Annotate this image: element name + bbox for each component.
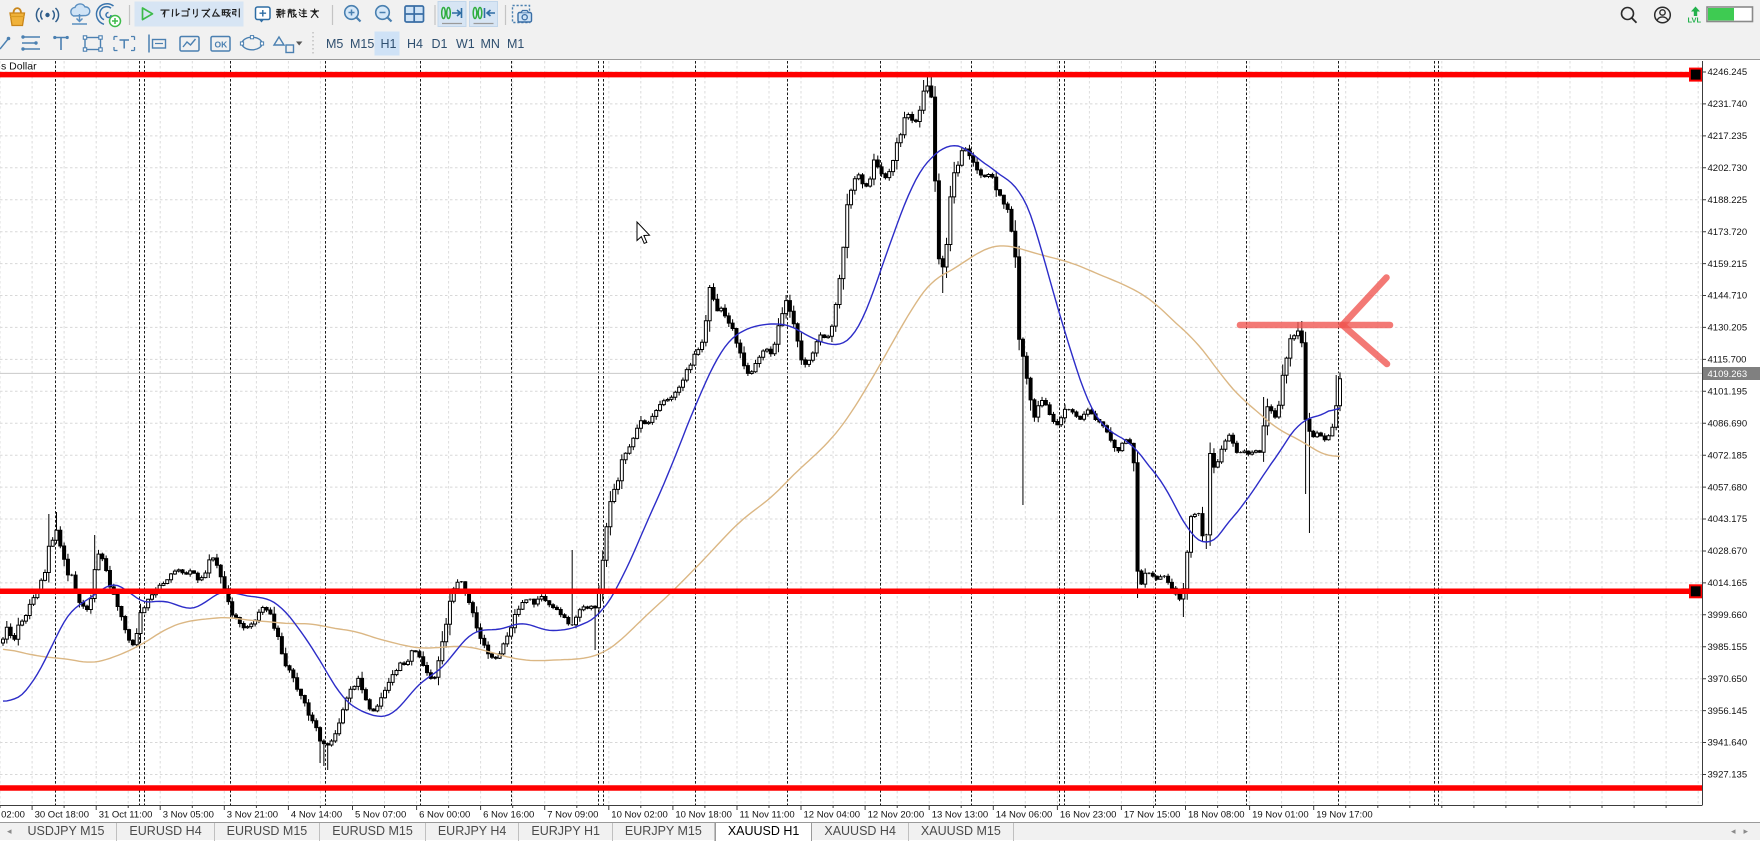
svg-text:13 Nov 13:00: 13 Nov 13:00: [932, 810, 989, 821]
svg-text:18 Nov 08:00: 18 Nov 08:00: [1188, 810, 1245, 821]
svg-text:4202.730: 4202.730: [1708, 163, 1748, 174]
svg-text:6 Nov 16:00: 6 Nov 16:00: [483, 810, 534, 821]
svg-text:4115.700: 4115.700: [1708, 355, 1747, 366]
svg-text:19 Nov 01:00: 19 Nov 01:00: [1252, 810, 1309, 821]
svg-text:4144.710: 4144.710: [1708, 291, 1748, 302]
svg-text:17 Nov 15:00: 17 Nov 15:00: [1124, 810, 1181, 821]
svg-text:4246.245: 4246.245: [1708, 67, 1748, 78]
svg-text:3956.145: 3956.145: [1708, 706, 1748, 717]
svg-text:14 Nov 06:00: 14 Nov 06:00: [996, 810, 1053, 821]
svg-text:4173.720: 4173.720: [1708, 227, 1748, 238]
svg-text:M5: M5: [326, 37, 343, 51]
svg-text:4109.263: 4109.263: [1708, 369, 1748, 380]
svg-text:5 Nov 07:00: 5 Nov 07:00: [355, 810, 406, 821]
svg-text:3927.135: 3927.135: [1708, 770, 1748, 781]
svg-text:10 Nov 02:00: 10 Nov 02:00: [611, 810, 668, 821]
svg-text:4 Nov 14:00: 4 Nov 14:00: [291, 810, 342, 821]
svg-text:OK: OK: [215, 40, 229, 50]
svg-text:12 Nov 04:00: 12 Nov 04:00: [804, 810, 861, 821]
svg-text:10 Nov 18:00: 10 Nov 18:00: [675, 810, 732, 821]
svg-text:4231.740: 4231.740: [1708, 99, 1748, 110]
svg-text:19 Nov 17:00: 19 Nov 17:00: [1316, 810, 1373, 821]
svg-text:4130.205: 4130.205: [1708, 323, 1748, 334]
svg-text:7 Nov 09:00: 7 Nov 09:00: [547, 810, 598, 821]
svg-text:M1: M1: [507, 37, 524, 51]
svg-text:12 Nov 20:00: 12 Nov 20:00: [868, 810, 925, 821]
svg-text:4086.690: 4086.690: [1708, 418, 1748, 429]
svg-text:6 Nov 00:00: 6 Nov 00:00: [419, 810, 470, 821]
svg-text:W1: W1: [456, 37, 475, 51]
svg-text:3 Nov 05:00: 3 Nov 05:00: [163, 810, 214, 821]
svg-text:16 Nov 23:00: 16 Nov 23:00: [1060, 810, 1117, 821]
svg-text:3941.640: 3941.640: [1708, 738, 1748, 749]
svg-text:LVL: LVL: [1688, 16, 1702, 25]
svg-text:3970.650: 3970.650: [1708, 674, 1748, 685]
svg-text:4159.215: 4159.215: [1708, 259, 1748, 270]
svg-text:29 Oct 02:00: 29 Oct 02:00: [0, 810, 25, 821]
svg-text:11 Nov 11:00: 11 Nov 11:00: [740, 810, 795, 821]
svg-text:H1: H1: [381, 37, 397, 51]
svg-text:4188.225: 4188.225: [1708, 195, 1748, 206]
svg-text:4043.175: 4043.175: [1708, 514, 1748, 525]
svg-text:3 Nov 21:00: 3 Nov 21:00: [227, 810, 278, 821]
svg-text:3985.155: 3985.155: [1708, 642, 1748, 653]
svg-text:D1: D1: [432, 37, 448, 51]
svg-text:4014.165: 4014.165: [1708, 578, 1748, 589]
svg-text:4028.670: 4028.670: [1708, 546, 1748, 557]
svg-text:4057.680: 4057.680: [1708, 482, 1748, 493]
svg-text:s Dollar: s Dollar: [1, 61, 37, 73]
svg-text:4101.195: 4101.195: [1708, 387, 1748, 398]
svg-text:H4: H4: [407, 37, 423, 51]
svg-text:3999.660: 3999.660: [1708, 610, 1748, 621]
svg-text:MN: MN: [481, 37, 500, 51]
svg-text:30 Oct 18:00: 30 Oct 18:00: [35, 810, 89, 821]
svg-text:4072.185: 4072.185: [1708, 450, 1748, 461]
svg-text:31 Oct 11:00: 31 Oct 11:00: [99, 810, 153, 821]
svg-text:M15: M15: [350, 37, 374, 51]
svg-text:4217.235: 4217.235: [1708, 131, 1748, 142]
